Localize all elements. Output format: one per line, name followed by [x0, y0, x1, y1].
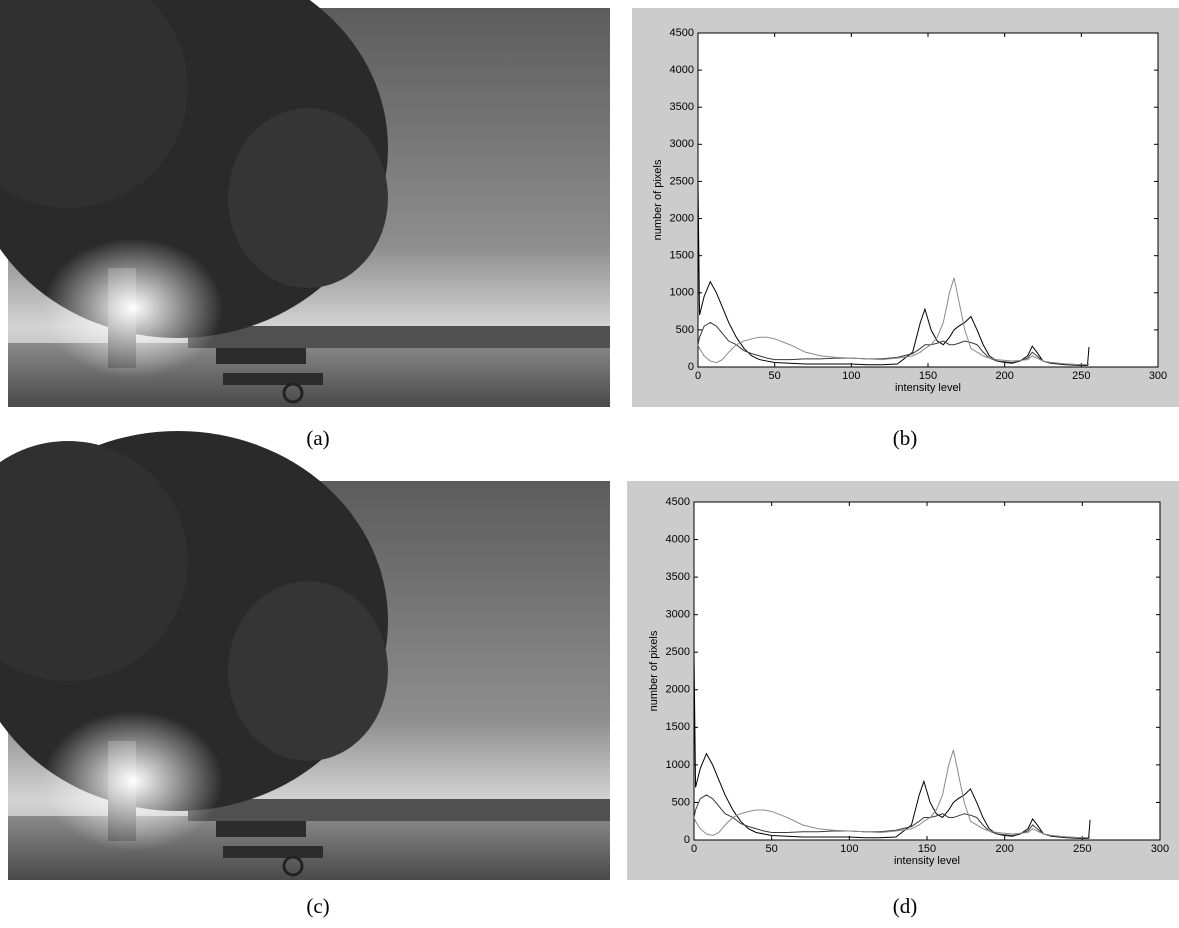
y-tick-label: 0 [684, 834, 690, 846]
y-tick-label: 4500 [670, 27, 694, 39]
y-tick-label: 3000 [670, 138, 694, 150]
y-tick-label: 1500 [670, 250, 694, 262]
y-tick-label: 0 [688, 361, 694, 373]
caption: (b) [893, 426, 918, 450]
histogram-line [697, 181, 1090, 367]
x-tick-label: 200 [995, 843, 1013, 855]
y-tick-label: 4000 [670, 64, 694, 76]
y-tick-label: 4000 [666, 533, 690, 545]
caption: (a) [306, 426, 329, 450]
histogram-line [693, 749, 1091, 839]
y-axis-label: number of pixels [652, 159, 664, 240]
y-axis-label: number of pixels [648, 630, 660, 711]
x-tick-label: 300 [1149, 370, 1167, 382]
histogram-line [693, 652, 1091, 839]
y-tick-label: 500 [676, 324, 694, 336]
y-tick-label: 1000 [670, 287, 694, 299]
histogram-line [697, 321, 1090, 366]
x-tick-label: 50 [769, 370, 781, 382]
x-tick-label: 0 [695, 370, 701, 382]
photo [0, 0, 612, 409]
caption: (c) [306, 894, 329, 918]
x-tick-label: 50 [766, 843, 778, 855]
y-tick-label: 2500 [670, 175, 694, 187]
plot-area [693, 501, 1161, 841]
y-tick-label: 3500 [670, 101, 694, 113]
photo [0, 429, 612, 882]
x-tick-label: 250 [1073, 843, 1091, 855]
x-tick-label: 300 [1151, 843, 1169, 855]
y-tick-label: 2500 [666, 646, 690, 658]
x-tick-label: 0 [691, 843, 697, 855]
x-tick-label: 100 [840, 843, 858, 855]
plot-area [697, 32, 1159, 368]
y-tick-label: 2000 [670, 212, 694, 224]
y-tick-label: 1500 [666, 721, 690, 733]
x-tick-label: 250 [1072, 370, 1090, 382]
x-axis-label: intensity level [895, 382, 961, 394]
x-tick-label: 150 [919, 370, 937, 382]
y-tick-label: 2000 [666, 684, 690, 696]
y-tick-label: 3500 [666, 571, 690, 583]
x-axis-label: intensity level [894, 855, 960, 867]
histogram-line [693, 794, 1091, 839]
histogram-line [697, 277, 1089, 366]
y-tick-label: 3000 [666, 609, 690, 621]
y-tick-label: 500 [672, 796, 690, 808]
x-tick-label: 200 [995, 370, 1013, 382]
caption: (d) [893, 894, 918, 918]
y-tick-label: 4500 [666, 496, 690, 508]
y-tick-label: 1000 [666, 759, 690, 771]
x-tick-label: 100 [842, 370, 860, 382]
x-tick-label: 150 [918, 843, 936, 855]
